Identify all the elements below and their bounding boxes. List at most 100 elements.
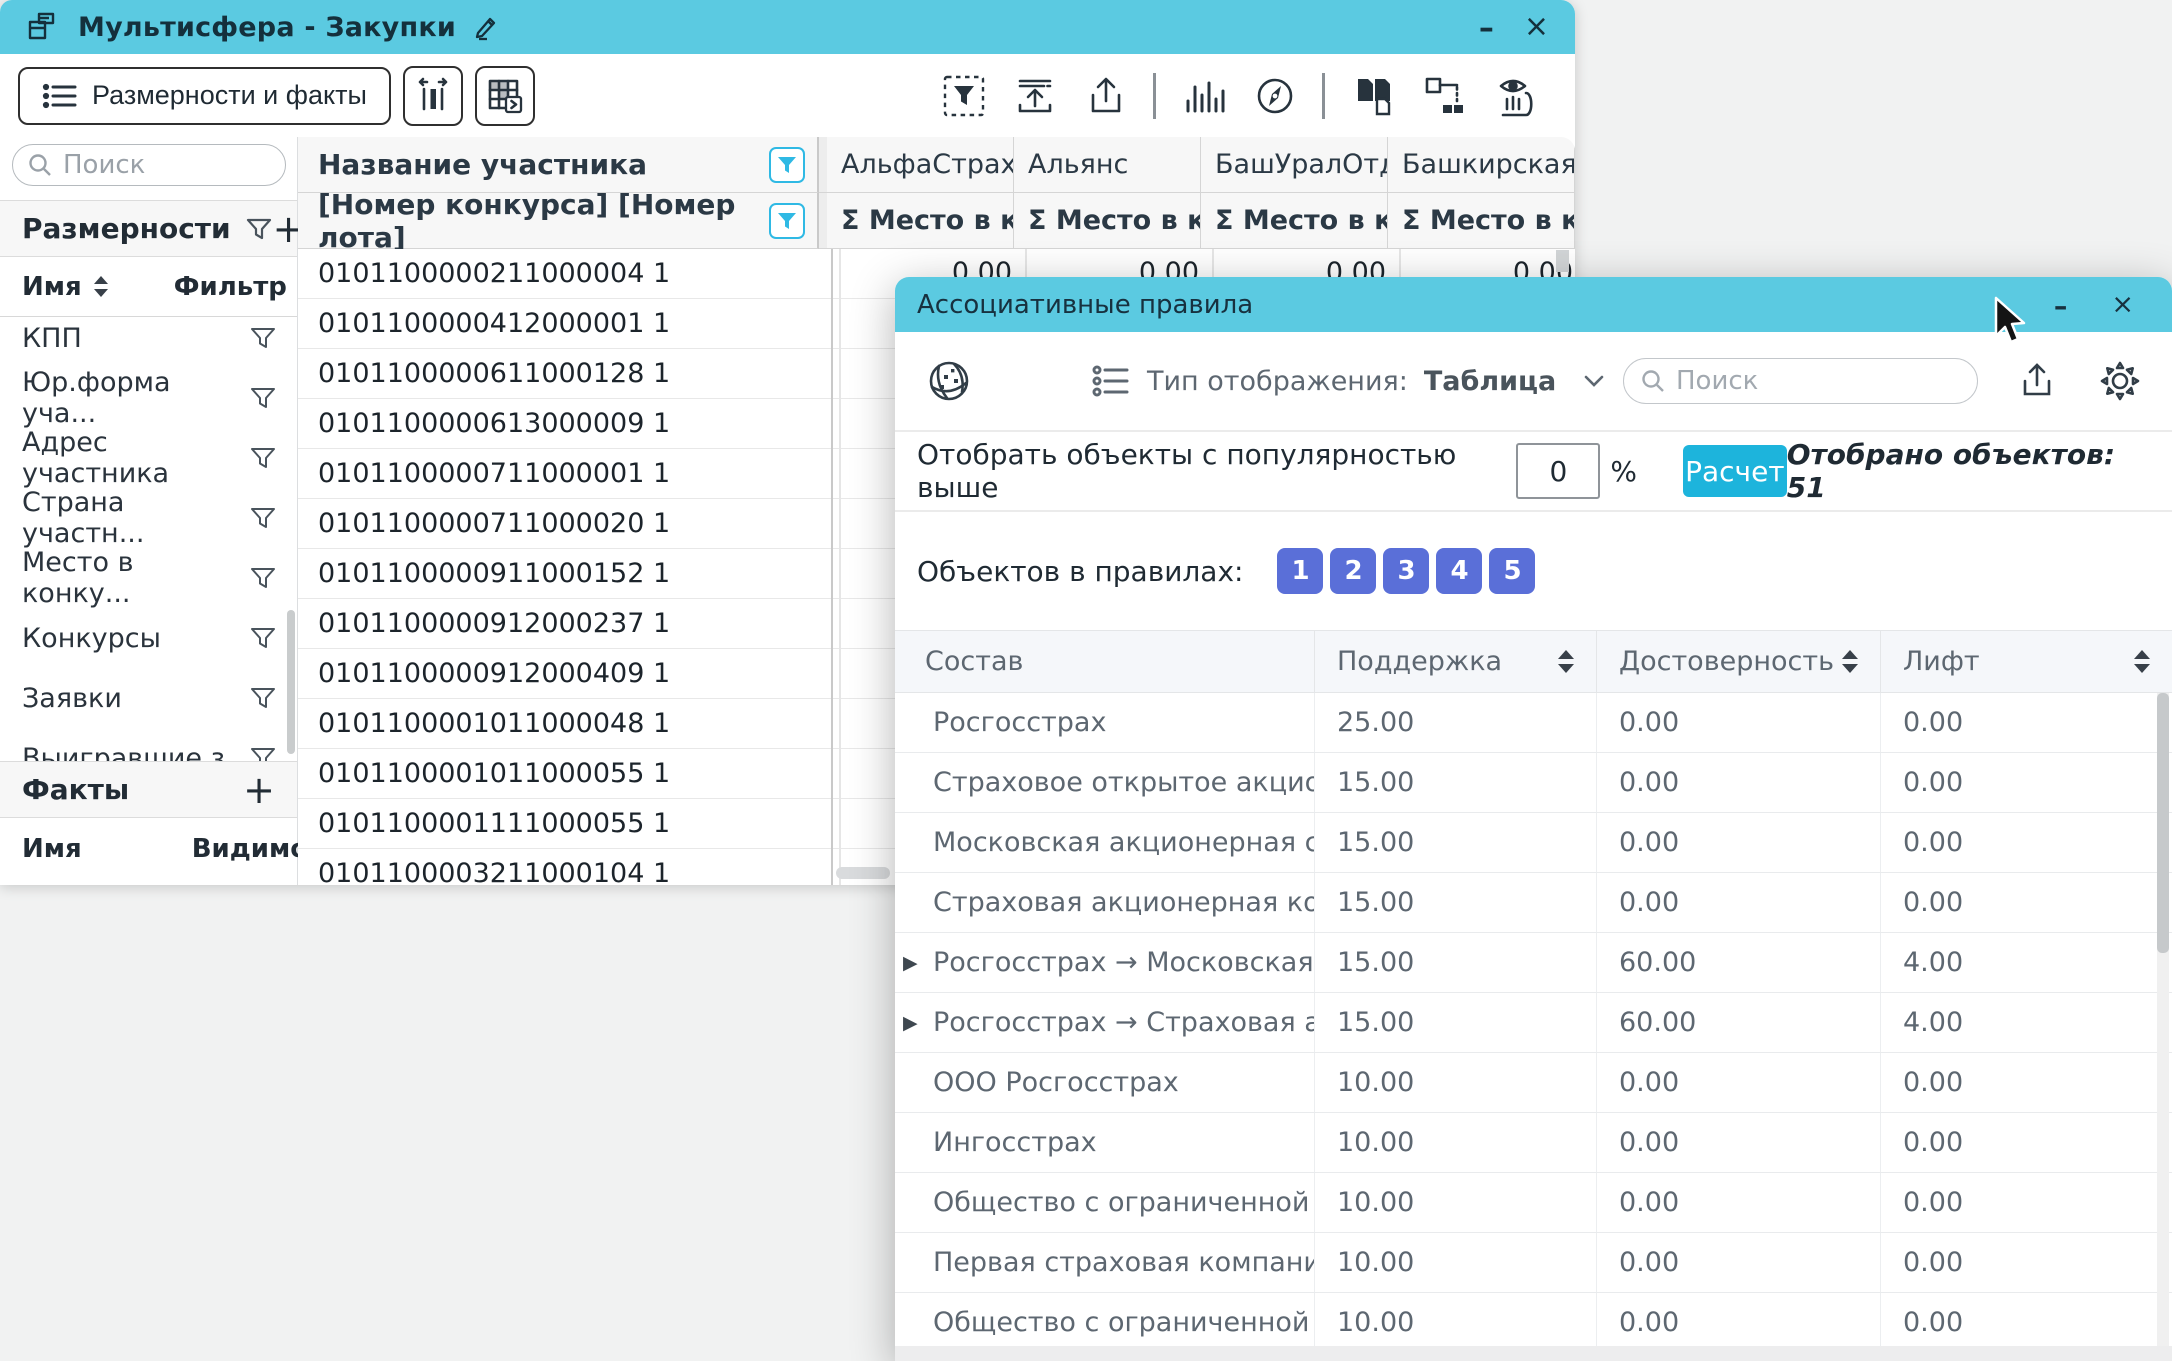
rule-support: 15.00 [1314,993,1596,1052]
dialog-export-icon[interactable] [2016,360,2058,402]
search-icon [1640,368,1666,394]
mouse-cursor [1993,296,2031,346]
dimension-item[interactable]: КПП [0,308,297,368]
rule-count-button[interactable]: 3 [1383,548,1430,594]
rule-row[interactable]: Ингосстрах 10.00 0.00 0.00 [895,1113,2172,1173]
rule-row[interactable]: Первая страховая компания 10.00 0.00 0.0… [895,1233,2172,1293]
dimension-item[interactable]: Место в конку... [0,547,297,609]
rule-row[interactable]: Общество с ограниченной от... 10.00 0.00… [895,1293,2172,1353]
dialog-search[interactable] [1623,358,1978,404]
measure-header[interactable]: Σ Место в к... [1014,193,1201,249]
visibility-columns-icon[interactable] [1493,73,1543,119]
rule-row[interactable]: Общество с ограниченной от... 10.00 0.00… [895,1173,2172,1233]
column-resize-button[interactable] [402,65,463,126]
filter-icon[interactable] [249,625,277,651]
filter-icon[interactable] [249,565,277,591]
toolbar-separator [1322,72,1325,119]
percent-label: % [1610,454,1637,488]
rule-count-button[interactable]: 1 [1277,548,1324,594]
rule-row[interactable]: Росгосстрах 25.00 0.00 0.00 [895,693,2172,753]
rule-lift: 0.00 [1880,693,2172,752]
rule-row[interactable]: Московская акционерная стр... 15.00 0.00… [895,813,2172,873]
dimension-item[interactable]: Страна участн... [0,487,297,549]
filter-icon[interactable] [249,745,277,761]
sort-lift[interactable] [2134,650,2150,673]
rule-row[interactable]: ООО Росгосстрах 10.00 0.00 0.00 [895,1053,2172,1113]
app-icon [26,10,60,44]
filter-icon[interactable] [249,325,277,351]
sort-support[interactable] [1558,650,1574,673]
rule-row[interactable]: ▶ Росгосстрах → Страховая акц... 15.00 6… [895,993,2172,1053]
rules-table-body: Росгосстрах 25.00 0.00 0.00 Страховое от… [895,693,2172,1361]
add-fact-button[interactable]: + [243,767,275,812]
rule-name: Росгосстрах [933,707,1107,738]
sidebar-search[interactable] [12,144,286,186]
dialog-search-input[interactable] [1676,366,1961,396]
close-button[interactable]: × [1523,9,1549,44]
dimension-item[interactable]: Юр.форма уча... [0,367,297,429]
expander-icon[interactable]: ▶ [903,951,918,974]
copy-icon[interactable] [1349,73,1397,119]
dimension-item[interactable]: Заявки [0,668,297,728]
expander-icon[interactable]: ▶ [903,1011,918,1034]
dialog-hscrollbar[interactable] [895,1346,2172,1361]
rule-row[interactable]: Страховое открытое акционе... 15.00 0.00… [895,753,2172,813]
sidebar-scrollbar-thumb[interactable] [287,610,295,754]
rule-count-button[interactable]: 5 [1489,548,1536,594]
column-header[interactable]: БашУралОтдел [1201,137,1388,193]
rule-support: 10.00 [1314,1113,1596,1172]
filter-active-icon[interactable] [769,202,806,239]
dimensions-facts-button[interactable]: Размерности и факты [18,66,391,125]
rule-count-button[interactable]: 4 [1436,548,1483,594]
hierarchy-icon[interactable] [1421,73,1469,119]
edit-title-icon[interactable] [470,12,500,42]
sidebar: Размерности + Имя Фильтр КПП [0,137,355,885]
rule-support: 10.00 [1314,1233,1596,1292]
rule-row[interactable]: ▶ Росгосстрах → Московская ак... 15.00 6… [895,933,2172,993]
popularity-input[interactable] [1516,443,1601,499]
dimension-item[interactable]: Выигравшие з [0,728,297,761]
dimensions-columns-header: Имя Фильтр [0,257,313,317]
rule-confidence: 60.00 [1596,933,1880,992]
display-type-control[interactable]: Тип отображения: Таблица [1091,362,1604,400]
filter-icon[interactable] [249,445,277,471]
filter-active-icon[interactable] [769,146,806,183]
filter-icon[interactable] [245,216,273,242]
compass-icon[interactable] [1252,73,1298,119]
sidebar-search-input[interactable] [63,150,271,180]
sort-name[interactable] [93,276,108,297]
dimension-item[interactable]: Конкурсы [0,608,297,668]
table-export-button[interactable] [474,65,535,126]
filter-icon[interactable] [249,505,277,531]
filter-area-icon[interactable] [941,73,987,119]
measure-header[interactable]: Σ Место в к... [1201,193,1388,249]
rule-name: Общество с ограниченной от... [933,1187,1314,1218]
sort-confidence[interactable] [1842,650,1858,673]
collapse-up-icon[interactable] [1011,73,1059,119]
grid-hscrollbar-thumb[interactable] [836,867,890,879]
rule-count-button[interactable]: 2 [1330,548,1377,594]
filter-icon[interactable] [249,385,277,411]
dialog-minimize-button[interactable]: – [2053,291,2068,322]
dialog-scrollbar-thumb[interactable] [2157,693,2169,953]
column-header[interactable]: Альянс [1014,137,1201,193]
rule-confidence: 0.00 [1596,1113,1880,1172]
dimension-item[interactable]: Адрес участника [0,427,297,489]
rule-row[interactable]: Страховая акционерная комп... 15.00 0.00… [895,873,2172,933]
column-header[interactable]: Башкирская с [1388,137,1575,193]
association-rules-dialog: Ассоциативные правила – × Тип отображени… [895,277,2172,1361]
column-header[interactable]: АльфаСтрахова [827,137,1014,193]
dialog-close-button[interactable]: × [2111,289,2134,320]
measure-header[interactable]: Σ Место в к... [827,193,1014,249]
export-icon[interactable] [1083,73,1129,119]
rules-label: Объектов в правилах: [917,554,1244,588]
bar-chart-icon[interactable] [1180,73,1228,119]
grid-vscrollbar-thumb[interactable] [1556,250,1569,272]
rule-name: ООО Росгосстрах [933,1067,1179,1098]
settings-gear-icon[interactable] [2098,359,2142,403]
minimize-button[interactable]: – [1478,11,1494,46]
measure-header[interactable]: Σ Место в к... [1388,193,1575,249]
filter-icon[interactable] [249,685,277,711]
calculate-button[interactable]: Расчет [1682,445,1787,497]
